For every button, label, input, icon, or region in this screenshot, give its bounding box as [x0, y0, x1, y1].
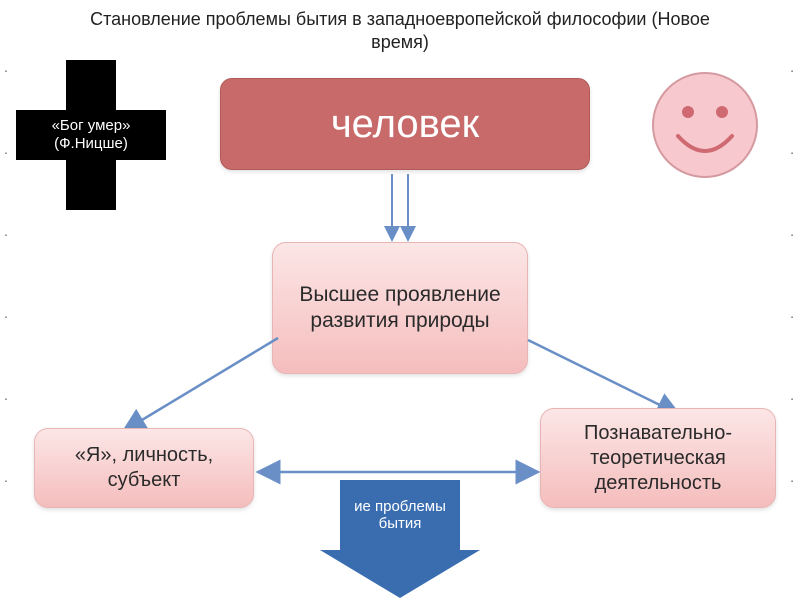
middle-box: Высшее проявление развития природы	[272, 242, 528, 374]
guide-dots-left: ......	[4, 60, 8, 552]
bottom-arrow-label: ие проблемы бытия	[346, 498, 454, 533]
bottom-arrow: ие проблемы бытия	[320, 480, 480, 600]
edge-human-to-middle	[380, 172, 420, 242]
left-box: «Я», личность, субъект	[34, 428, 254, 508]
human-box: человек	[220, 78, 590, 170]
edge-middle-to-left	[120, 330, 290, 440]
cross-label: «Бог умер» (Ф.Ницше)	[16, 60, 166, 210]
guide-dots-right: ......	[790, 60, 794, 552]
nietzsche-cross: «Бог умер» (Ф.Ницше)	[16, 60, 166, 210]
right-box: Познавательно-теоретическая деятельность	[540, 408, 776, 508]
slide-title: Становление проблемы бытия в западноевро…	[0, 8, 800, 53]
smiley-icon	[650, 70, 760, 180]
